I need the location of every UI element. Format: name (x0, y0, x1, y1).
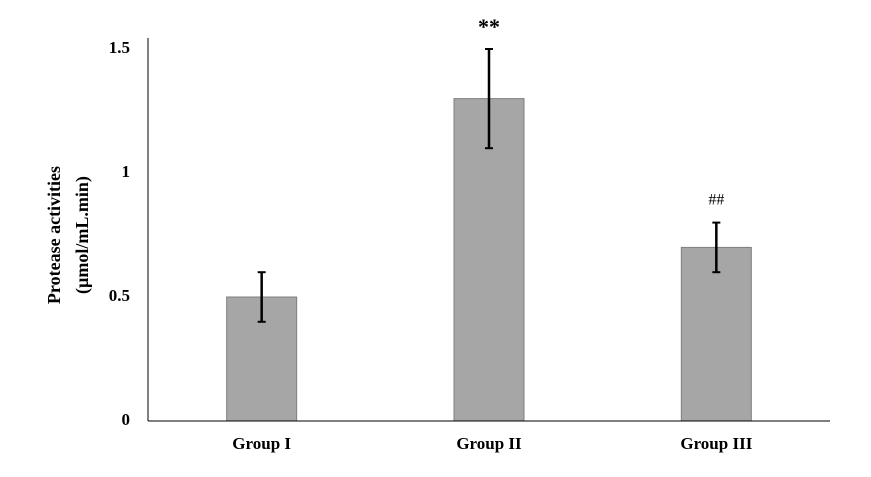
y-tick-label: 0 (122, 410, 131, 429)
bar (680, 246, 752, 422)
y-tick-label: 1.5 (109, 38, 130, 57)
x-tick-label: Group III (680, 434, 752, 453)
y-axis-title-line: (µmol/mL.min) (72, 176, 93, 294)
y-tick-label: 0.5 (109, 286, 130, 305)
y-tick-label: 1 (122, 162, 131, 181)
annotation: ## (708, 191, 724, 208)
x-tick-label: Group II (456, 434, 522, 453)
annotation: ** (478, 14, 500, 39)
y-axis-title-line: Protease activities (44, 166, 64, 304)
y-axis-title: Protease activities (µmol/mL.min) (44, 166, 93, 304)
x-tick-label: Group I (232, 434, 291, 453)
